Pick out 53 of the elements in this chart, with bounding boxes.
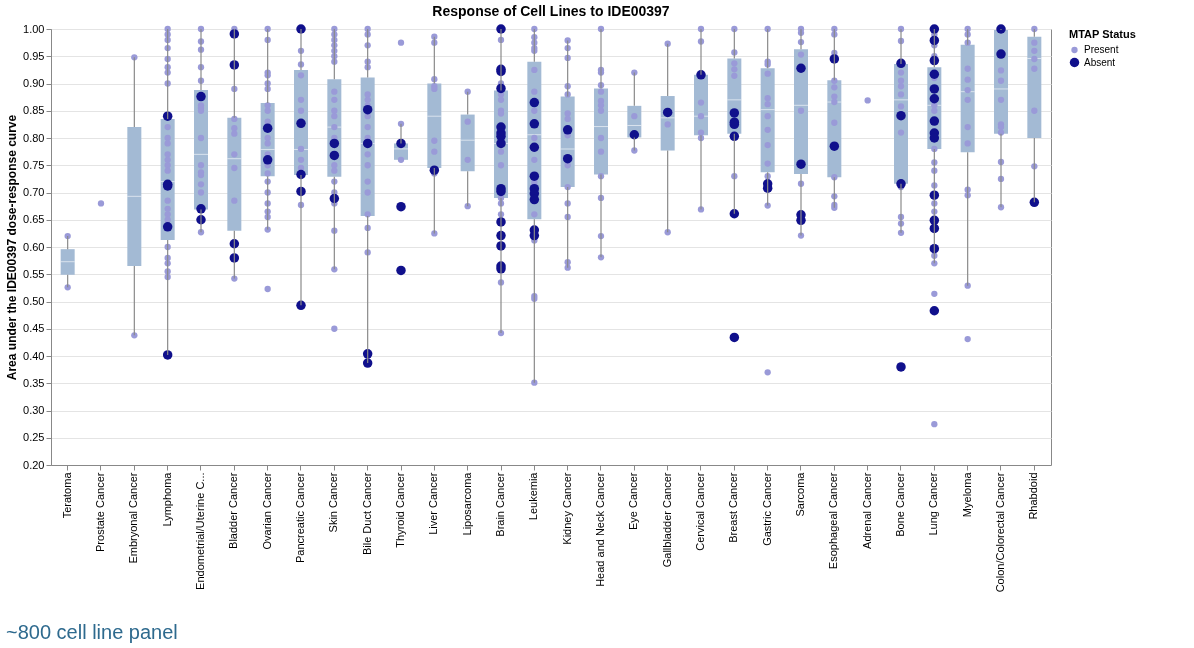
x-tick-label: Prostate Cancer [94, 472, 106, 552]
x-tick-label: Gallbladder Cancer [660, 472, 673, 568]
x-tick-label: Brain Cancer [494, 472, 506, 537]
x-tick-label: Leukemia [527, 471, 540, 521]
y-tick-label: 0.45 [23, 322, 45, 335]
y-axis-title: Area under the IDE00397 dose-response curve [5, 114, 20, 381]
y-tick-label: 0.30 [23, 404, 45, 416]
x-tick-label: Kidney Cancer [560, 472, 573, 545]
x-tick-label: Head and Neck Cancer [594, 472, 606, 587]
text: ~800 cell line panel [6, 621, 178, 643]
legend-title: MTAP Status [1069, 28, 1136, 40]
x-tick-label: Liver Cancer [427, 472, 440, 535]
y-tick-label: 0.60 [23, 240, 45, 253]
x-tick-label: Rhabdoid [1027, 472, 1040, 520]
y-tick-label: 0.70 [23, 186, 45, 198]
y-tick-label: 0.55 [23, 267, 45, 280]
x-tick-label: Endometrial/Uterine C... [194, 472, 206, 590]
x-tick-label: Bile Duct Cancer [360, 472, 373, 556]
x-tick-label: Liposarcoma [460, 471, 473, 536]
x-tick-label: Esophageal Cancer [827, 472, 840, 570]
x-tick-label: Adrenal Cancer [860, 472, 873, 549]
x-tick-label: Bladder Cancer [227, 472, 240, 549]
x-tick-label: Sarcoma [794, 471, 806, 517]
x-tick-label: Cervical Cancer [694, 472, 706, 551]
chart-title: Response of Cell Lines to IDE00397 [432, 3, 670, 19]
y-tick-label: 1.00 [23, 22, 45, 35]
y-tick-label: 0.20 [23, 458, 45, 471]
y-tick-label: 0.25 [23, 431, 45, 444]
y-tick-label: 0.65 [23, 213, 45, 226]
y-tick-label: 0.90 [23, 77, 45, 89]
y-tick-label: 0.75 [23, 158, 45, 171]
x-tick-label: Bone Cancer [894, 472, 906, 537]
legend-label: Present [1084, 44, 1119, 55]
y-tick-label: 0.85 [23, 104, 45, 117]
x-tick-label: Colon/Colorectal Cancer [994, 472, 1006, 593]
x-tick-label: Skin Cancer [327, 472, 340, 533]
x-tick-label: Pancreatic Cancer [294, 472, 306, 563]
x-tick-label: Lymphoma [160, 471, 173, 527]
x-tick-label: Eye Cancer [627, 472, 640, 530]
y-tick-label: 0.80 [23, 131, 45, 144]
x-tick-label: Thyroid Cancer [394, 472, 406, 548]
y-tick-label: 0.40 [23, 349, 45, 362]
x-tick-label: Gastric Cancer [760, 472, 773, 546]
x-tick-label: Ovarian Cancer [260, 472, 273, 550]
legend-label: Absent [1084, 56, 1116, 68]
x-tick-label: Breast Cancer [727, 472, 740, 543]
x-tick-label: Lung Cancer [927, 472, 940, 536]
x-tick-label: Myeloma [960, 471, 973, 518]
x-tick-label: Embryonal Cancer [127, 472, 140, 564]
y-tick-label: 0.50 [23, 295, 45, 307]
x-tick-label: Teratoma [60, 471, 73, 519]
y-tick-label: 0.95 [23, 49, 45, 62]
y-tick-label: 0.35 [23, 376, 45, 389]
